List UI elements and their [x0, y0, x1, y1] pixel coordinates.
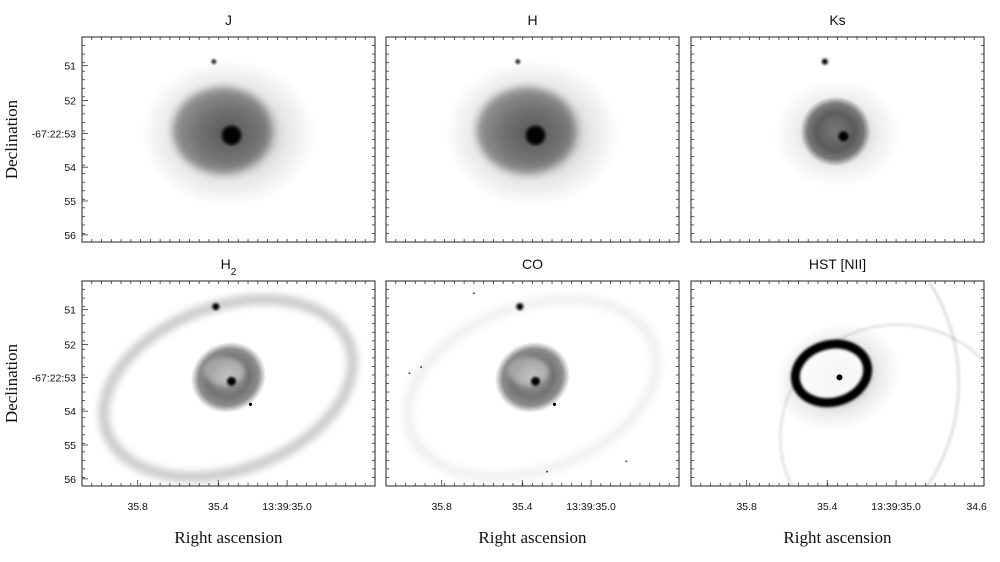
- panel-image: [98, 294, 358, 482]
- field-star: [212, 303, 220, 311]
- inner-cavity: [793, 346, 870, 400]
- central-star: [531, 376, 540, 386]
- y-tick-label: 56: [64, 230, 76, 242]
- noise-speck: [420, 366, 423, 369]
- panel-image: [140, 57, 317, 208]
- central-core: [523, 123, 548, 148]
- x-tick-label: 34.6: [966, 501, 987, 513]
- y-tick-label: 54: [64, 162, 76, 174]
- x-axis-label: Right ascension: [478, 528, 587, 547]
- panel-image: [444, 57, 621, 208]
- y-tick-label: -67:22:53: [32, 128, 77, 140]
- panel-title: H2: [221, 256, 237, 278]
- noise-speck: [472, 292, 475, 295]
- panel-title: H: [527, 12, 537, 28]
- noise-speck: [546, 470, 549, 473]
- x-axis-label: Right ascension: [783, 528, 892, 547]
- panel-co: [385, 280, 680, 487]
- panel-image: [402, 292, 662, 482]
- field-star: [516, 303, 524, 311]
- central-star: [227, 376, 236, 386]
- panel-nii: [690, 280, 985, 487]
- panel-image: [774, 281, 984, 486]
- x-axis-label: Right ascension: [174, 528, 283, 547]
- outer-arc: [778, 323, 984, 486]
- x-tick-label: 35.4: [512, 501, 533, 513]
- outer-envelope: [402, 294, 662, 482]
- y-axis-label: Declination: [2, 99, 21, 179]
- x-tick-label: 13:39:35.0: [566, 501, 616, 513]
- y-axis-label: Declination: [2, 343, 21, 423]
- y-tick-label: 56: [64, 474, 76, 486]
- outer-envelope: [98, 294, 358, 482]
- y-tick-label: 54: [64, 406, 76, 418]
- x-tick-label: 35.4: [208, 501, 229, 513]
- x-tick-label: 35.4: [817, 501, 838, 513]
- inner-cavity: [203, 357, 246, 386]
- panel-h2: [81, 280, 376, 487]
- knot: [552, 402, 557, 406]
- x-tick-label: 13:39:35.0: [871, 501, 921, 513]
- x-tick-label: 35.8: [736, 501, 757, 513]
- x-tick-label: 13:39:35.0: [262, 501, 312, 513]
- panel-title: CO: [522, 256, 543, 272]
- y-tick-label: 55: [64, 440, 76, 452]
- field-star: [209, 57, 218, 66]
- y-tick-label: 51: [64, 61, 76, 73]
- y-tick-label: -67:22:53: [32, 372, 77, 384]
- outer-arc: [925, 281, 961, 486]
- panel-title: J: [225, 12, 232, 28]
- inner-cavity: [507, 357, 550, 386]
- panel-j: [81, 36, 376, 243]
- panel-title-subscript: 2: [231, 267, 237, 278]
- panel-image: [773, 58, 902, 189]
- x-tick-label: 35.8: [127, 501, 148, 513]
- y-tick-label: 52: [64, 340, 76, 352]
- knot: [248, 402, 253, 406]
- x-tick-label: 35.8: [431, 501, 452, 513]
- panel-h: [385, 36, 680, 243]
- noise-speck: [408, 372, 411, 375]
- noise-speck: [625, 460, 628, 463]
- field-star: [821, 58, 828, 65]
- nebula-shell: [800, 96, 871, 167]
- panel-title: HST [NII]: [809, 256, 866, 272]
- field-star: [513, 57, 522, 66]
- central-core: [219, 123, 244, 148]
- panel-ks: [690, 36, 985, 243]
- panel-title: Ks: [829, 12, 845, 28]
- y-tick-label: 52: [64, 96, 76, 108]
- y-tick-label: 51: [64, 305, 76, 317]
- y-tick-label: 55: [64, 196, 76, 208]
- central-star: [836, 374, 843, 381]
- central-star: [838, 131, 849, 142]
- bright-ring: [790, 339, 873, 408]
